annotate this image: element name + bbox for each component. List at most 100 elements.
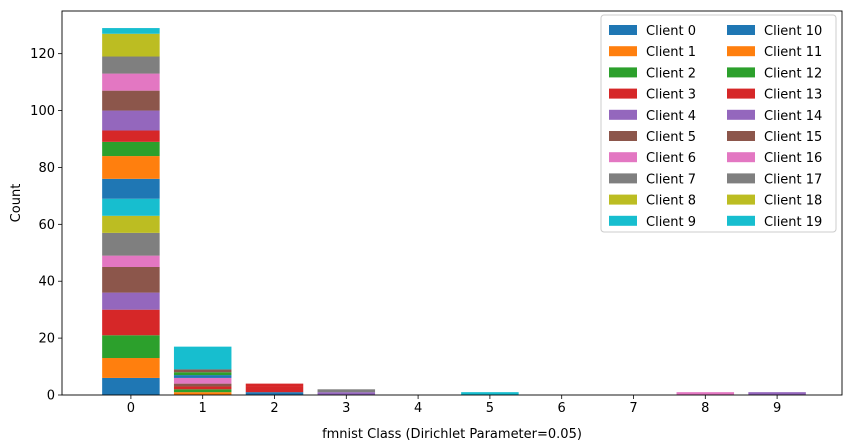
bar-segment xyxy=(173,377,232,384)
legend-swatch xyxy=(727,215,755,226)
legend-label: Client 5 xyxy=(646,130,696,145)
legend-label: Client 16 xyxy=(764,151,822,166)
bar-segment xyxy=(102,292,160,310)
legend-label: Client 3 xyxy=(646,88,696,103)
bar-segment xyxy=(102,377,160,395)
bar-segment xyxy=(317,392,376,395)
x-ticks: 0 1 2 3 4 5 6 7 8 9 xyxy=(127,395,781,416)
y-tick-label: 80 xyxy=(38,161,55,176)
legend-swatch xyxy=(727,173,755,184)
legend-swatch xyxy=(609,46,637,57)
bar-segment xyxy=(102,156,160,179)
bar-segment xyxy=(102,198,160,216)
bar-segment xyxy=(102,309,160,336)
legend-label: Client 11 xyxy=(764,45,822,60)
bar-segment xyxy=(102,267,160,293)
bar-segment xyxy=(245,392,304,395)
bar-segment xyxy=(102,358,160,378)
y-tick-label: 60 xyxy=(38,218,55,233)
bar-segment xyxy=(173,386,232,390)
bar-segment xyxy=(102,28,160,34)
y-tick-label: 100 xyxy=(30,104,55,119)
legend-swatch xyxy=(727,46,755,57)
legend-label: Client 0 xyxy=(646,24,696,39)
legend-label: Client 18 xyxy=(764,194,822,209)
x-tick-label: 1 xyxy=(199,401,207,416)
bar-segment xyxy=(173,375,232,378)
bar-segment xyxy=(102,73,160,91)
bar-segment xyxy=(102,110,160,131)
legend-swatch xyxy=(609,152,637,163)
legend-swatch xyxy=(609,109,637,120)
y-tick-label: 120 xyxy=(30,47,55,62)
bar-segment xyxy=(245,386,304,393)
legend-label: Client 4 xyxy=(646,109,696,124)
legend-label: Client 14 xyxy=(764,109,822,124)
x-tick-label: 4 xyxy=(414,401,422,416)
bar-segment xyxy=(102,56,160,74)
x-tick-label: 2 xyxy=(270,401,278,416)
bar-segment xyxy=(173,389,232,393)
bar-segment xyxy=(102,178,160,199)
legend-swatch xyxy=(727,67,755,78)
bar-segment xyxy=(102,130,160,142)
legend-label: Client 6 xyxy=(646,151,696,166)
bar-segment xyxy=(173,346,232,370)
bar-segment xyxy=(102,232,160,256)
bar-segment xyxy=(102,90,160,111)
legend-swatch xyxy=(727,109,755,120)
legend: Client 0 Client 1 Client 2 Client 3 Client 4… xyxy=(600,14,837,233)
legend-swatch xyxy=(609,67,637,78)
x-tick-label: 0 xyxy=(127,401,135,416)
bar-segment xyxy=(317,389,376,393)
legend-label: Client 12 xyxy=(764,66,822,81)
legend-swatch xyxy=(609,173,637,184)
legend-label: Client 17 xyxy=(764,172,822,187)
bar-segment xyxy=(173,369,232,373)
legend-label: Client 13 xyxy=(764,88,822,103)
bar-segment xyxy=(102,255,160,267)
bar-segment xyxy=(102,33,160,57)
legend-swatch xyxy=(609,88,637,99)
legend-swatch xyxy=(609,194,637,205)
y-tick-label: 40 xyxy=(38,275,55,290)
legend-label: Client 10 xyxy=(764,24,822,39)
x-axis-title: fmnist Class (Dirichlet Parameter=0.05) xyxy=(322,427,582,442)
plot-frame xyxy=(61,10,843,396)
legend-swatch xyxy=(727,152,755,163)
legend-label: Client 15 xyxy=(764,130,822,145)
legend-swatch xyxy=(609,215,637,226)
x-tick-label: 7 xyxy=(629,401,637,416)
y-tick-label: 0 xyxy=(47,389,55,404)
legend-swatch xyxy=(727,131,755,141)
legend-swatch xyxy=(609,25,637,35)
legend-swatch xyxy=(727,194,755,205)
bar-segment xyxy=(676,392,735,395)
legend-label: Client 7 xyxy=(646,172,696,187)
bar-segment xyxy=(102,141,160,157)
legend-box xyxy=(600,14,837,233)
x-tick-label: 6 xyxy=(558,401,566,416)
y-ticks: 0 20 40 60 80 100 120 xyxy=(30,47,62,404)
bar-segment xyxy=(748,392,806,395)
legend-label: Client 1 xyxy=(646,45,696,60)
y-axis-title: Count xyxy=(9,184,24,223)
bar-segment xyxy=(461,392,519,395)
legend-label: Client 8 xyxy=(646,194,696,209)
bar-segment xyxy=(245,383,304,387)
legend-swatch xyxy=(609,131,637,141)
x-tick-label: 9 xyxy=(773,401,781,416)
bar-segment xyxy=(173,383,232,387)
legend-swatch xyxy=(727,25,755,35)
legend-label: Client 2 xyxy=(646,66,696,81)
x-tick-label: 5 xyxy=(486,401,494,416)
y-tick-label: 20 xyxy=(38,332,55,347)
bar-segment xyxy=(102,215,160,233)
bar-segment xyxy=(173,372,232,376)
bar-segment xyxy=(102,335,160,359)
x-tick-label: 8 xyxy=(701,401,709,416)
x-tick-label: 3 xyxy=(342,401,350,416)
legend-label: Client 19 xyxy=(764,215,822,230)
